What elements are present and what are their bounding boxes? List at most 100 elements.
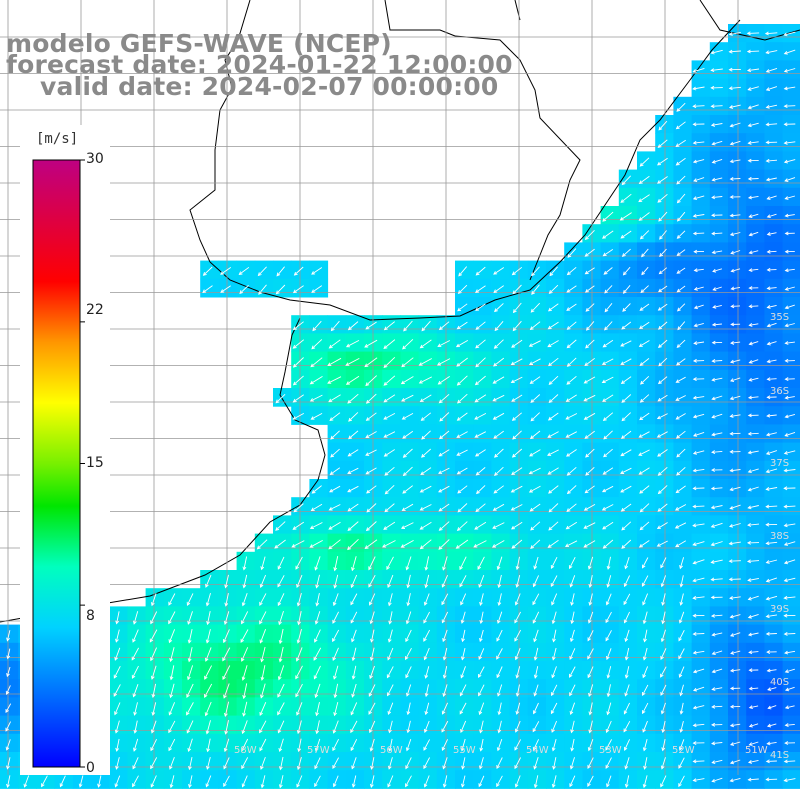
wind-arrow [621, 248, 631, 257]
wind-arrow [292, 394, 304, 403]
wind-arrow [460, 647, 466, 661]
wind-arrow [747, 122, 759, 128]
wind-arrow [388, 720, 393, 734]
wind-arrow [784, 413, 796, 419]
wind-arrow [401, 394, 414, 402]
wind-arrow [309, 376, 323, 385]
wind-arrow [515, 574, 521, 588]
wind-arrow [475, 449, 486, 457]
wind-arrow [729, 468, 741, 473]
wind-arrow [784, 395, 795, 400]
wind-arrow [765, 777, 778, 782]
wind-arrow [455, 539, 469, 549]
wind-arrow [150, 593, 157, 607]
colorbar-unit: [m/s] [34, 131, 81, 147]
wind-arrow [533, 775, 539, 789]
wind-arrow [460, 775, 466, 788]
wind-arrow [547, 321, 559, 330]
wind-arrow [583, 504, 596, 511]
wind-arrow [186, 720, 194, 734]
wind-arrow [530, 539, 541, 549]
wind-arrow [533, 684, 539, 697]
wind-arrow [639, 358, 650, 366]
wind-arrow [511, 448, 523, 458]
wind-arrow [728, 86, 741, 91]
wind-arrow [327, 357, 342, 366]
wind-arrow [276, 266, 285, 277]
wind-arrow [370, 757, 375, 770]
wind-arrow [258, 284, 267, 295]
wind-arrow [494, 303, 504, 313]
wind-arrow [456, 467, 468, 475]
wind-arrow [730, 304, 741, 309]
wind-arrow [436, 358, 451, 366]
wind-arrow [330, 320, 340, 332]
wind-arrow [767, 723, 777, 728]
wind-arrow [783, 541, 796, 546]
wind-arrow [661, 720, 666, 734]
wind-arrow [550, 702, 558, 715]
wind-arrow [623, 720, 631, 733]
wind-arrow [710, 522, 723, 528]
wind-arrow [730, 650, 741, 655]
wind-arrow [620, 376, 632, 384]
wind-arrow [746, 31, 760, 36]
wind-arrow [533, 629, 539, 643]
wind-arrow [473, 540, 487, 548]
wind-arrow [204, 683, 213, 699]
wind-arrow [566, 321, 577, 330]
wind-arrow [424, 684, 429, 698]
wind-arrow [329, 467, 341, 475]
wind-arrow [711, 377, 723, 382]
wind-arrow [350, 611, 358, 624]
wind-arrow [532, 575, 540, 588]
wind-arrow [475, 339, 486, 349]
wind-arrow [460, 593, 467, 606]
wind-arrow [383, 375, 396, 386]
wind-arrow [748, 213, 759, 219]
longitude-label: 52W [672, 745, 695, 756]
wind-arrow [566, 449, 577, 457]
wind-arrow [206, 756, 211, 770]
wind-arrow [202, 266, 213, 276]
wind-arrow [729, 140, 741, 146]
wind-arrow [569, 684, 576, 697]
wind-arrow [605, 593, 612, 606]
wind-arrow [384, 466, 395, 476]
wind-arrow [403, 320, 413, 332]
wind-arrow [748, 668, 759, 673]
wind-arrow [387, 757, 393, 770]
wind-arrow [311, 485, 322, 494]
wind-arrow [383, 394, 396, 403]
wind-arrow [241, 775, 248, 788]
wind-arrow [259, 611, 267, 625]
wind-arrow [314, 611, 321, 625]
wind-arrow [623, 702, 631, 715]
wind-arrow [784, 341, 795, 345]
wind-arrow [528, 485, 541, 493]
wind-arrow [132, 757, 139, 770]
wind-arrow [492, 503, 505, 511]
wind-arrow [131, 665, 139, 679]
wind-arrow [692, 413, 705, 419]
wind-arrow [332, 611, 340, 624]
wind-arrow [115, 757, 120, 770]
wind-arrow [783, 468, 796, 473]
wind-arrow [692, 650, 705, 655]
wind-arrow [568, 556, 576, 570]
wind-arrow [692, 705, 705, 710]
wind-arrow [661, 611, 666, 625]
wind-arrow [675, 540, 687, 548]
wind-arrow [205, 592, 211, 607]
wind-arrow [675, 430, 686, 439]
wind-arrow [550, 684, 558, 697]
wind-arrow [659, 230, 667, 240]
wind-arrow [620, 449, 632, 457]
wind-arrow [748, 322, 759, 327]
wind-arrow [460, 738, 466, 752]
wind-arrow [765, 450, 778, 455]
wind-arrow [292, 521, 305, 530]
wind-arrow [168, 702, 176, 716]
wind-arrow [293, 266, 304, 276]
wind-arrow [783, 577, 796, 583]
